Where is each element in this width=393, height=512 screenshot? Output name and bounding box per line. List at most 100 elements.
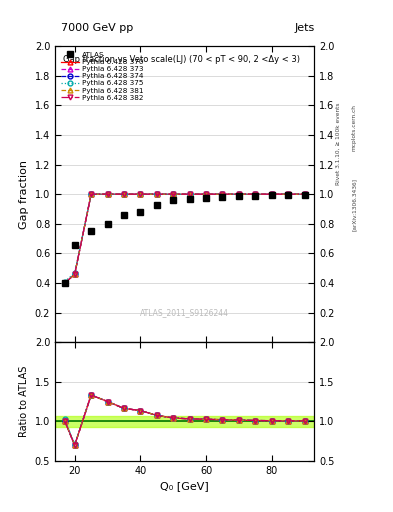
Pythia 6.428 370 [286, 191, 290, 197]
Pythia 6.428 370 [72, 271, 77, 278]
Pythia 6.428 375 [72, 270, 77, 276]
Pythia 6.428 375 [220, 191, 225, 197]
Pythia 6.428 373 [121, 191, 126, 197]
Pythia 6.428 381 [286, 191, 290, 197]
Pythia 6.428 382 [138, 191, 143, 197]
Pythia 6.428 382 [286, 191, 290, 197]
Pythia 6.428 381 [220, 191, 225, 197]
Pythia 6.428 373 [220, 191, 225, 197]
Pythia 6.428 381 [204, 191, 208, 197]
Pythia 6.428 370 [253, 191, 258, 197]
Pythia 6.428 374 [220, 191, 225, 197]
Legend: ATLAS, Pythia 6.428 370, Pythia 6.428 373, Pythia 6.428 374, Pythia 6.428 375, P: ATLAS, Pythia 6.428 370, Pythia 6.428 37… [59, 50, 145, 103]
Pythia 6.428 381 [237, 191, 241, 197]
Pythia 6.428 382 [89, 191, 94, 197]
ATLAS [204, 195, 208, 201]
Bar [55, 416, 314, 427]
Line: Pythia 6.428 382: Pythia 6.428 382 [62, 192, 307, 286]
ATLAS [72, 242, 77, 248]
Pythia 6.428 373 [154, 191, 159, 197]
Line: Pythia 6.428 370: Pythia 6.428 370 [62, 192, 307, 286]
Pythia 6.428 374 [89, 191, 94, 197]
Text: ATLAS_2011_S9126244: ATLAS_2011_S9126244 [140, 308, 229, 317]
Pythia 6.428 374 [138, 191, 143, 197]
Pythia 6.428 374 [154, 191, 159, 197]
Pythia 6.428 370 [105, 191, 110, 197]
ATLAS [237, 194, 241, 200]
Pythia 6.428 373 [286, 191, 290, 197]
Pythia 6.428 373 [62, 280, 67, 286]
Pythia 6.428 375 [253, 191, 258, 197]
Pythia 6.428 373 [204, 191, 208, 197]
Pythia 6.428 374 [187, 191, 192, 197]
ATLAS [187, 196, 192, 202]
ATLAS [286, 192, 290, 198]
Pythia 6.428 381 [187, 191, 192, 197]
Pythia 6.428 382 [72, 271, 77, 278]
Text: Rivet 3.1.10, ≥ 100k events: Rivet 3.1.10, ≥ 100k events [336, 102, 341, 185]
Pythia 6.428 382 [171, 191, 176, 197]
Line: Pythia 6.428 373: Pythia 6.428 373 [62, 192, 307, 286]
Text: 7000 GeV pp: 7000 GeV pp [61, 23, 133, 33]
Pythia 6.428 382 [269, 191, 274, 197]
Pythia 6.428 373 [138, 191, 143, 197]
Pythia 6.428 381 [171, 191, 176, 197]
Line: ATLAS: ATLAS [62, 192, 307, 286]
Pythia 6.428 381 [302, 191, 307, 197]
Pythia 6.428 381 [138, 191, 143, 197]
Pythia 6.428 374 [204, 191, 208, 197]
Pythia 6.428 370 [220, 191, 225, 197]
Pythia 6.428 370 [121, 191, 126, 197]
Pythia 6.428 373 [269, 191, 274, 197]
Pythia 6.428 382 [105, 191, 110, 197]
Pythia 6.428 381 [269, 191, 274, 197]
Y-axis label: Ratio to ATLAS: Ratio to ATLAS [19, 366, 29, 437]
Pythia 6.428 370 [138, 191, 143, 197]
Pythia 6.428 375 [89, 191, 94, 197]
Line: Pythia 6.428 381: Pythia 6.428 381 [62, 192, 307, 286]
ATLAS [253, 193, 258, 199]
Pythia 6.428 375 [154, 191, 159, 197]
Pythia 6.428 381 [105, 191, 110, 197]
Pythia 6.428 375 [171, 191, 176, 197]
Pythia 6.428 370 [204, 191, 208, 197]
Pythia 6.428 370 [187, 191, 192, 197]
Pythia 6.428 375 [237, 191, 241, 197]
Pythia 6.428 374 [105, 191, 110, 197]
ATLAS [302, 192, 307, 198]
Pythia 6.428 373 [302, 191, 307, 197]
Pythia 6.428 382 [154, 191, 159, 197]
Pythia 6.428 370 [237, 191, 241, 197]
Pythia 6.428 374 [62, 280, 67, 286]
Pythia 6.428 370 [62, 280, 67, 286]
Pythia 6.428 381 [121, 191, 126, 197]
Pythia 6.428 375 [204, 191, 208, 197]
Pythia 6.428 382 [237, 191, 241, 197]
Pythia 6.428 374 [72, 271, 77, 278]
Pythia 6.428 374 [121, 191, 126, 197]
Pythia 6.428 373 [171, 191, 176, 197]
Pythia 6.428 375 [286, 191, 290, 197]
Pythia 6.428 375 [105, 191, 110, 197]
ATLAS [89, 228, 94, 234]
Pythia 6.428 374 [253, 191, 258, 197]
Pythia 6.428 373 [187, 191, 192, 197]
Pythia 6.428 381 [62, 280, 67, 286]
Pythia 6.428 375 [138, 191, 143, 197]
Pythia 6.428 375 [187, 191, 192, 197]
Pythia 6.428 374 [269, 191, 274, 197]
Pythia 6.428 370 [154, 191, 159, 197]
Pythia 6.428 373 [89, 191, 94, 197]
ATLAS [220, 194, 225, 200]
Pythia 6.428 374 [302, 191, 307, 197]
Pythia 6.428 375 [121, 191, 126, 197]
Pythia 6.428 373 [105, 191, 110, 197]
Pythia 6.428 373 [253, 191, 258, 197]
Text: Gap fraction vs Veto scale(LJ) (70 < pT < 90, 2 <Δy < 3): Gap fraction vs Veto scale(LJ) (70 < pT … [63, 55, 300, 64]
Pythia 6.428 370 [89, 191, 94, 197]
Pythia 6.428 381 [253, 191, 258, 197]
ATLAS [121, 212, 126, 218]
Pythia 6.428 375 [302, 191, 307, 197]
Pythia 6.428 381 [72, 271, 77, 278]
Pythia 6.428 374 [237, 191, 241, 197]
